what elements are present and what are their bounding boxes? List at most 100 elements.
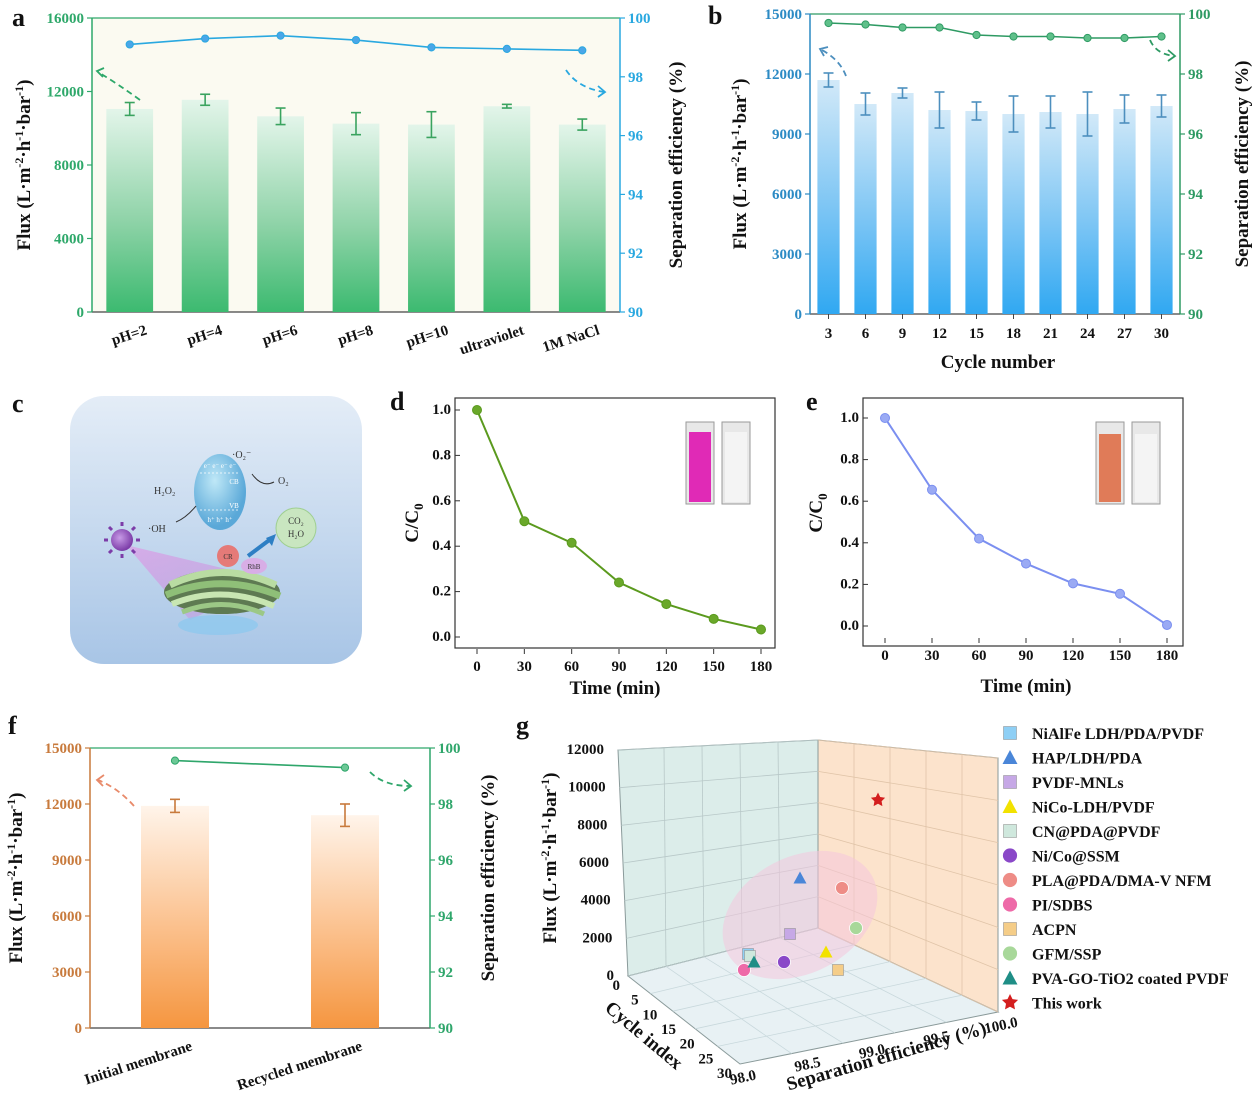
chart-b-efficiency-point xyxy=(1046,32,1055,41)
chart-g-y-tick-label: 10000 xyxy=(568,780,606,796)
chart-b-bar xyxy=(854,104,877,314)
chart-g-z-tick-label: 15 xyxy=(661,1022,676,1038)
hydroxyl-label: ·OH xyxy=(148,524,166,535)
chart-g-legend-label: Ni/Co@SSM xyxy=(1032,849,1120,866)
photocatalysis-schematic: e⁻ e⁻ e⁻ e⁻ CB VB h⁺ h⁺ h⁺ ·O₂⁻ O₂ H₂O₂ … xyxy=(70,396,362,664)
chart-b-efficiency-line xyxy=(828,22,1162,39)
chart-a: 0 4000 8000 12000 16000 90 92 94 96 98 100 pH=2 pH=4… xyxy=(12,11,687,358)
chart-f-x-tick-label: Initial membrane xyxy=(83,1038,195,1088)
co2-label: CO₂ xyxy=(288,516,304,526)
chart-a-efficiency-point xyxy=(502,44,511,53)
chart-b-y-tick-label: 6000 xyxy=(772,187,802,203)
chart-g-data-point xyxy=(819,945,833,958)
chart-e-data-point xyxy=(1115,588,1125,599)
chart-e-x-tick-label: 120 xyxy=(1062,648,1085,664)
chart-g-data-point xyxy=(737,963,751,977)
chart-g-gridline xyxy=(663,747,667,967)
chart-b-x-tick-label: 12 xyxy=(932,326,947,342)
chart-d-xlabel: Time (min) xyxy=(570,678,661,699)
chart-b: 0 3000 6000 9000 12000 15000 90 92 94 96 98 100 3 6 9 1… xyxy=(728,7,1253,373)
chart-e-ylabel: C/C0 xyxy=(806,493,830,532)
chart-f-bar xyxy=(311,815,379,1028)
chart-a-efficiency-point xyxy=(578,46,587,55)
chart-g-gridline xyxy=(817,833,999,886)
chart-d-data-point xyxy=(708,613,719,624)
chart-g-data-point xyxy=(793,871,807,884)
chart-b-y-right-tick-label: 94 xyxy=(1188,187,1204,203)
chart-b-bar xyxy=(965,111,988,314)
cr-label: CR xyxy=(223,553,233,561)
rhb-molecule xyxy=(241,558,267,574)
chart-g-y-tick-label: 2000 xyxy=(582,930,612,946)
chart-a-bar xyxy=(332,123,380,312)
chart-g-legend-marker xyxy=(1002,750,1018,764)
chart-b-x-tick-label: 24 xyxy=(1080,326,1096,342)
sun-icon xyxy=(104,522,140,558)
chart-a-y-right-tick-label: 100 xyxy=(628,11,651,27)
chart-b-bar xyxy=(817,80,840,314)
chart-a-bar xyxy=(257,116,304,313)
chart-a-efficiency-point xyxy=(125,40,134,49)
chart-g-z-tick-label: 30 xyxy=(717,1066,732,1082)
chart-f-left-arrow-head xyxy=(95,774,105,787)
chart-g-gridline xyxy=(665,966,792,1054)
schematic-background xyxy=(70,396,362,664)
chart-g-x-tick-label: 98.0 xyxy=(729,1068,758,1089)
chart-g-legend-marker xyxy=(1002,847,1018,864)
chart-g-legend-marker xyxy=(1002,872,1018,888)
chart-d-x-tick-label: 30 xyxy=(517,659,532,675)
chart-a-efficiency-point xyxy=(201,34,210,43)
chart-g-z-tick-label: 20 xyxy=(680,1037,695,1053)
chart-f-y-right-tick-label: 90 xyxy=(438,1021,453,1037)
chart-d-frame xyxy=(454,397,776,649)
chart-b-y-tick-label: 15000 xyxy=(765,7,803,23)
rhb-label: RhB xyxy=(248,563,261,571)
chart-f: 0 3000 6000 9000 12000 15000 90 92 94 96 98 100 Init… xyxy=(4,741,499,1094)
water-splash xyxy=(178,615,258,635)
chart-f-ylabel: Flux (L·m-2·h-1·bar-1) xyxy=(4,793,27,964)
superoxide-label: ·O₂⁻ xyxy=(232,450,251,461)
chart-b-xlabel: Cycle number xyxy=(941,352,1056,373)
chart-d-data-point xyxy=(519,516,530,527)
chart-g-x-tick-label: 100.0 xyxy=(983,1015,1019,1038)
chart-e-data-point xyxy=(974,533,984,544)
chart-b-right-arrow xyxy=(1149,39,1175,57)
chart-g-y-tick-label: 4000 xyxy=(581,893,611,909)
chart-e-x-tick-label: 150 xyxy=(1109,648,1132,664)
chart-a-y-right-tick-label: 98 xyxy=(628,70,643,86)
chart-b-y-tick-label: 0 xyxy=(795,307,803,323)
chart-b-y-right-tick-label: 90 xyxy=(1188,307,1203,323)
chart-f-y-tick-label: 15000 xyxy=(45,741,83,757)
chart-a-y-right-tick-label: 90 xyxy=(628,305,643,321)
chart-a-x-tick-label: pH=10 xyxy=(404,323,450,352)
chart-e-xlabel: Time (min) xyxy=(981,676,1072,697)
chart-d-vial-after-liquid xyxy=(725,432,747,502)
chart-b-x-tick-label: 30 xyxy=(1154,326,1169,342)
chart-f-ylabel-right: Separation efficiency (%) xyxy=(478,775,499,982)
chart-g-data-point xyxy=(849,921,863,935)
products-bubble xyxy=(275,507,317,549)
chart-g-x-tick-label: 99.5 xyxy=(922,1029,951,1050)
chart-g-data-point xyxy=(777,955,791,969)
chart-a-bar xyxy=(408,124,455,312)
chart-g-legend-marker xyxy=(1002,799,1018,813)
chart-a-bar xyxy=(106,108,154,312)
chart-e-data-point xyxy=(1068,578,1078,589)
chart-g-gridline xyxy=(617,739,819,751)
chart-a-y-tick-label: 8000 xyxy=(54,158,84,174)
chart-d-data-point xyxy=(661,599,672,610)
chart-g-legend-label: HAP/LDH/PDA xyxy=(1032,751,1143,768)
chart-e-data-point xyxy=(1162,619,1172,630)
chart-b-x-tick-label: 18 xyxy=(1006,326,1021,342)
chart-a-x-tick-label: pH=4 xyxy=(185,322,225,349)
chart-g-legend-label: NiAlFe LDH/PDA/PVDF xyxy=(1032,726,1204,743)
chart-a-y-tick-label: 0 xyxy=(77,305,85,321)
chart-e-x-tick-label: 30 xyxy=(925,648,940,664)
chart-g-legend-label: CN@PDA@PVDF xyxy=(1032,824,1161,841)
chart-e-y-tick-label: 0.4 xyxy=(840,535,859,551)
chart-g-legend-label: PVDF-MNLs xyxy=(1032,775,1124,792)
chart-a-y-tick-label: 4000 xyxy=(54,232,84,248)
chart-g-x-tick-label: 99.0 xyxy=(858,1042,887,1063)
panel-label-d: d xyxy=(390,387,405,416)
chart-g-legend-label: NiCo-LDH/PVDF xyxy=(1032,800,1155,817)
